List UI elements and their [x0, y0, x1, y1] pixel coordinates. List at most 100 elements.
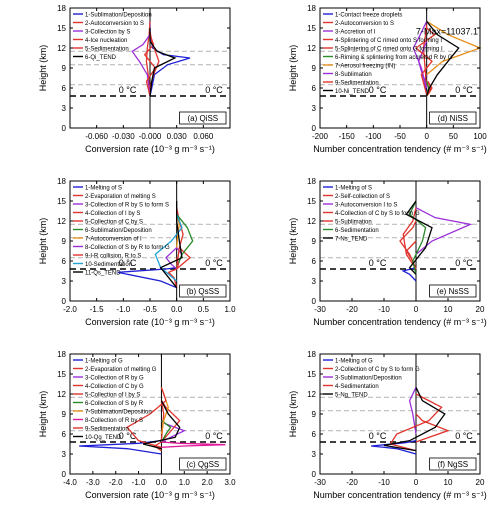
panel-d: 0 °C 0 °C -200 -150 -100 -50 0 50 100 0 3 6 9 12 15 18 N…: [288, 4, 487, 154]
series-line: [426, 20, 460, 97]
y-tick-label: 0: [312, 470, 317, 479]
legend-item-label: 7-Autoconversion of I: [85, 237, 142, 243]
series-line: [383, 387, 446, 452]
x-tick-label: -1.0: [132, 478, 146, 487]
legend-item-label: 8-Sublimation: [335, 72, 372, 78]
y-tick-label: 12: [57, 390, 66, 399]
panel-label-box: [429, 111, 477, 125]
legend-item-label: 3-Sublimation/Deposition: [335, 376, 402, 382]
panel-label-box: [429, 284, 477, 298]
y-tick-label: 15: [57, 24, 66, 33]
x-tick-label: -30: [314, 478, 326, 487]
legend-item-label: 5-Splintering of C rimed onto G forming …: [335, 47, 443, 53]
zero-celsius-label-right: 0 °C: [455, 431, 473, 441]
y-tick-label: 0: [62, 297, 67, 306]
legend: 1-Contact freeze droplets 2-Autoconversio…: [323, 13, 453, 95]
y-axis-label: Height (km): [288, 391, 298, 438]
series-line: [405, 200, 433, 275]
panel-a: 0 °C 0 °C -0.060 -0.030 -0.000 0.030 0.060 0 3 6 9…: [38, 4, 231, 154]
series-line: [131, 34, 151, 95]
y-tick-label: 9: [62, 237, 67, 246]
series-line: [371, 440, 417, 455]
x-tick-label: -0.060: [85, 132, 108, 141]
legend-item-label: 3-Collection by S: [85, 30, 130, 36]
legend-item-label: 7-Aerosol freezing (IN): [335, 64, 395, 70]
y-tick-label: 15: [307, 370, 316, 379]
series-line: [142, 400, 181, 450]
y-tick-label: 6: [312, 430, 317, 439]
panel-c: 0 °C 0 °C -4.0 -3.0 -2.0 -1.0 0.0 1.0 2.0 3.0 0 3 6 9…: [38, 350, 236, 500]
x-tick-label: -30: [314, 305, 326, 314]
legend: 1-Melting of S 2-Evaporation of melting S…: [73, 186, 170, 277]
y-tick-label: 3: [312, 277, 317, 286]
y-tick-label: 15: [307, 197, 316, 206]
x-tick-label: 20: [476, 305, 485, 314]
y-tick-label: 15: [307, 24, 316, 33]
y-tick-label: 9: [312, 237, 317, 246]
y-tick-label: 9: [312, 410, 317, 419]
legend-item-label: 1-Melting of S: [335, 186, 372, 192]
legend-item-label: 9-Sedimentation: [85, 427, 129, 433]
panel-label: (f) NgSS: [437, 460, 468, 469]
panel-label: (d) NiSS: [438, 114, 468, 123]
series-line: [399, 220, 417, 270]
series-line: [389, 393, 443, 452]
x-tick-label: 0: [424, 132, 429, 141]
zero-celsius-label-right: 0 °C: [455, 258, 473, 268]
series-line: [117, 267, 177, 289]
legend: 1-Sublimation/Deposition 2-Autoconversion…: [73, 13, 152, 61]
legend-item-label: 3-Collection of R by S to form S: [85, 203, 169, 209]
zero-celsius-label-left: 0 °C: [369, 258, 387, 268]
y-tick-label: 6: [312, 84, 317, 93]
legend-item-label: 10-Qg_TEND: [85, 435, 122, 441]
series-line: [165, 247, 178, 270]
x-tick-label: 0.0: [171, 305, 183, 314]
legend-item-label: 9-Sedimentation: [335, 81, 379, 87]
panel-label-box: [179, 284, 227, 298]
x-tick-label: 0.060: [193, 132, 214, 141]
legend-item-label: 5-Sedimentation: [85, 47, 129, 53]
x-tick-label: 100: [473, 132, 487, 141]
zero-celsius-label-right: 0 °C: [205, 85, 223, 95]
legend-item-label: 4-Collection of C by S to form G: [335, 211, 420, 217]
y-tick-label: 0: [312, 297, 317, 306]
x-tick-label: 1.0: [224, 305, 236, 314]
legend-item-label: 3-Collection of R by G: [85, 376, 144, 382]
legend-item-label: 4-Collection of I by S: [85, 211, 140, 217]
x-tick-label: -150: [339, 132, 356, 141]
x-tick-label: -20: [346, 478, 358, 487]
x-tick-label: 0.5: [198, 305, 210, 314]
legend-item-label: 6-Collection of S by R: [85, 401, 144, 407]
legend-item-label: 2-Evaporation of melting S: [85, 194, 156, 200]
legend: 1-Melting of G 2-Evaporation of melting G…: [73, 359, 157, 441]
y-tick-label: 18: [307, 177, 316, 186]
series-line: [412, 21, 428, 89]
series-line: [154, 214, 183, 282]
series-line: [415, 413, 450, 443]
x-tick-label: -10: [378, 478, 390, 487]
zero-celsius-label-right: 0 °C: [205, 431, 223, 441]
legend-item-label: 1-Melting of G: [335, 359, 373, 365]
y-tick-label: 15: [57, 197, 66, 206]
zero-celsius-label-left: 0 °C: [369, 431, 387, 441]
x-axis-label: Conversion rate (10⁻³ g m⁻³ s⁻¹): [85, 144, 215, 154]
x-tick-label: -1.0: [116, 305, 130, 314]
x-tick-label: 0: [414, 478, 419, 487]
series-line: [143, 34, 157, 97]
x-tick-label: 0.0: [156, 478, 168, 487]
panel-label: (e) NsSS: [437, 287, 469, 296]
legend-item-label: 2-Self-collection of S: [335, 194, 390, 200]
y-tick-label: 9: [62, 410, 67, 419]
legend-item-label: 7-Ns_TEND: [335, 237, 368, 243]
y-tick-label: 6: [312, 257, 317, 266]
y-tick-label: 18: [57, 177, 66, 186]
y-tick-label: 12: [307, 44, 316, 53]
legend-item-label: 2-Autoconversion to S: [85, 21, 144, 27]
max-annotation: 7-Max=11037.1: [416, 27, 478, 37]
legend-item-label: 4-Splintering of C rimed onto S forming …: [335, 38, 442, 44]
x-tick-label: -100: [365, 132, 382, 141]
panel-label-box: [179, 111, 227, 125]
x-tick-label: -4.0: [63, 478, 77, 487]
legend-item-label: 4-Ice nucleation: [85, 38, 127, 44]
